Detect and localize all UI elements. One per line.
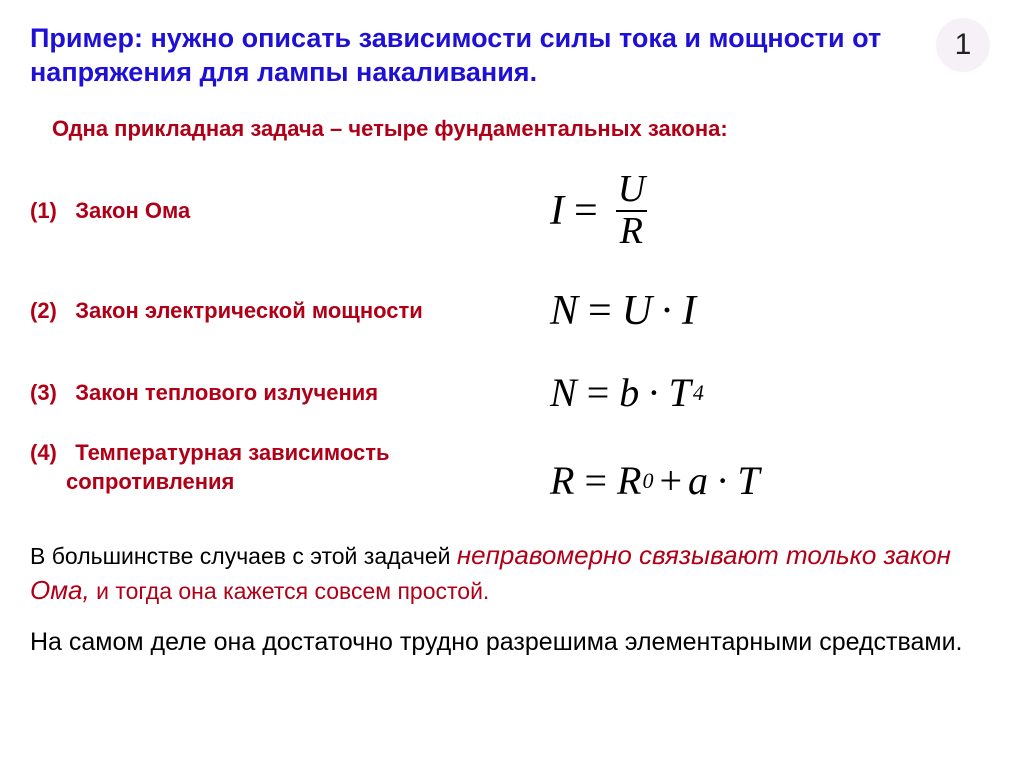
slide-root: 1 Пример: нужно описать зависимости силы… — [0, 0, 1024, 768]
formula-cell: N = U · I — [510, 287, 986, 335]
formula-radiation: N = b · T4 — [550, 369, 704, 416]
law-number: (1) — [30, 198, 57, 223]
law-label: (1) Закон Ома — [30, 196, 510, 226]
laws-list: (1) Закон Ома I = U R (2) За — [30, 156, 986, 524]
law-name: Закон теплового излучения — [75, 380, 378, 405]
page-number: 1 — [955, 28, 972, 62]
paragraph-1: В большинстве случаев с этой задачей неп… — [30, 538, 986, 608]
para1-intro: В большинстве случаев с этой задачей — [30, 543, 457, 569]
law-number: (2) — [30, 298, 57, 323]
slide-subtitle: Одна прикладная задача – четыре фундамен… — [52, 116, 986, 142]
law-label: (4) Температурная зависимость сопротивле… — [30, 438, 510, 497]
page-number-badge: 1 — [936, 18, 990, 72]
law-name-line2: сопротивления — [30, 467, 510, 497]
law-name-line1: Температурная зависимость — [75, 440, 389, 465]
formula-cell: R = R0 + a · T — [510, 438, 986, 524]
law-label: (2) Закон электрической мощности — [30, 296, 510, 326]
law-row: (1) Закон Ома I = U R — [30, 156, 986, 266]
formula-ohm: I = U R — [550, 170, 649, 252]
law-number: (3) — [30, 380, 57, 405]
law-name: Закон электрической мощности — [75, 298, 423, 323]
paragraph-2: На самом деле она достаточно трудно разр… — [30, 626, 986, 660]
para1-tail: и тогда она кажется совсем простой. — [90, 578, 490, 604]
law-number: (4) — [30, 440, 57, 465]
formula-cell: I = U R — [510, 170, 986, 252]
formula-power: N = U · I — [550, 287, 696, 335]
law-name: Закон Ома — [75, 198, 190, 223]
slide-title: Пример: нужно описать зависимости силы т… — [30, 22, 910, 90]
law-row: (4) Температурная зависимость сопротивле… — [30, 438, 986, 524]
law-row: (3) Закон теплового излучения N = b · T4 — [30, 356, 986, 430]
formula-resistance: R = R0 + a · T — [550, 457, 760, 504]
law-row: (2) Закон электрической мощности N = U ·… — [30, 274, 986, 348]
law-label: (3) Закон теплового излучения — [30, 378, 510, 408]
formula-cell: N = b · T4 — [510, 369, 986, 416]
fraction: U R — [614, 170, 649, 252]
